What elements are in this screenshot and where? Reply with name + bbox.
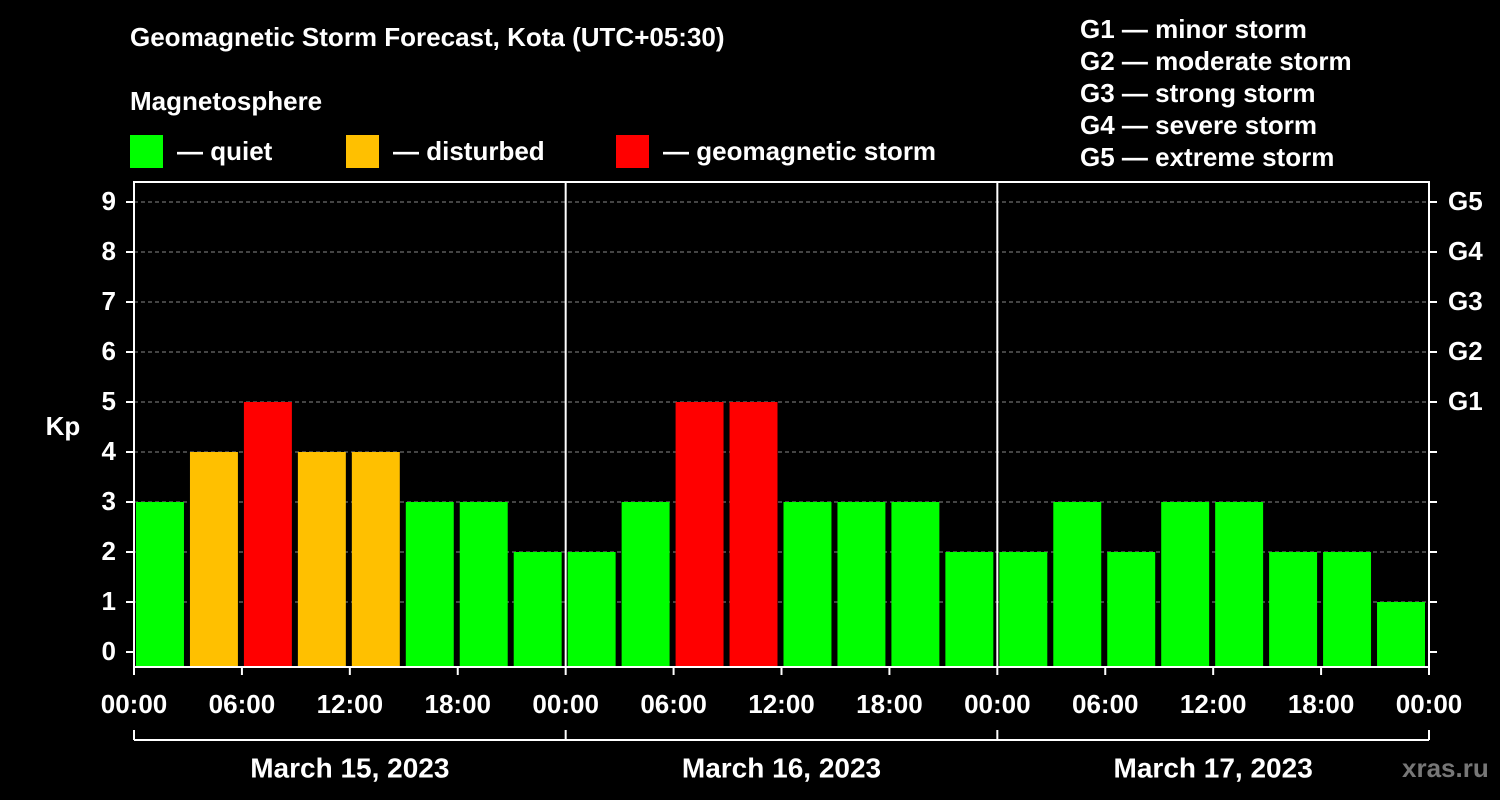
y-tick-label: 3 [102,486,116,516]
x-tick-label: 06:00 [1072,689,1139,719]
legend-label-disturbed: — disturbed [393,135,545,166]
y-tick-label: 0 [102,636,116,666]
day-label: March 15, 2023 [250,752,449,783]
legend-label-storm: — geomagnetic storm [663,135,937,166]
kp-bar [1161,502,1210,667]
x-tick-label: 00:00 [964,689,1031,719]
kp-bar [459,502,508,667]
legend-swatch-quiet [130,134,163,168]
x-tick-label: 18:00 [1288,689,1355,719]
kp-bar [1215,502,1264,667]
y-tick-label: 9 [102,186,116,216]
x-tick-label: 12:00 [748,689,815,719]
kp-bar [351,452,400,667]
kp-bar [675,402,724,667]
kp-bar [783,502,832,667]
g-scale-label: G3 [1448,286,1483,316]
kp-bar [621,502,670,667]
legend-label-quiet: — quiet [177,135,273,166]
kp-bar [1107,552,1156,667]
x-tick-label: 00:00 [1396,689,1463,719]
y-tick-label: 4 [102,436,117,466]
chart-subtitle: Magnetosphere [130,86,323,116]
y-axis-label: Kp [46,411,81,441]
legend-swatch-disturbed [346,134,379,168]
g-scale-label: G2 [1448,336,1483,366]
storm-scale-g1: G1 — minor storm [1080,14,1307,44]
storm-scale-g3: G3 — strong storm [1080,78,1316,108]
y-tick-label: 6 [102,336,116,366]
kp-bar [1053,502,1102,667]
kp-bar [999,552,1048,667]
day-label: March 17, 2023 [1114,752,1313,783]
x-tick-label: 00:00 [532,689,599,719]
kp-bar [1377,602,1425,667]
kp-bar [1269,552,1318,667]
kp-bar [891,502,940,667]
x-tick-label: 12:00 [317,689,384,719]
legend-item-storm: — geomagnetic storm [616,134,936,168]
kp-bar [945,552,994,667]
kp-bar [729,402,778,667]
kp-bar [513,552,562,667]
x-tick-label: 12:00 [1180,689,1247,719]
y-tick-label: 8 [102,236,116,266]
g-scale-label: G1 [1448,386,1483,416]
watermark: xras.ru [1402,753,1489,783]
legend-item-disturbed: — disturbed [346,134,545,168]
g-scale-label: G5 [1448,186,1483,216]
kp-bar [1323,552,1372,667]
kp-bar [136,502,184,667]
x-tick-label: 00:00 [101,689,168,719]
kp-bar [189,452,238,667]
x-tick-label: 06:00 [209,689,276,719]
y-tick-label: 5 [102,386,116,416]
chart-title: Geomagnetic Storm Forecast, Kota (UTC+05… [130,22,725,52]
storm-scale-g5: G5 — extreme storm [1080,142,1335,172]
kp-bar [297,452,346,667]
x-tick-label: 18:00 [856,689,923,719]
day-label: March 16, 2023 [682,752,881,783]
kp-bar [243,402,292,667]
y-tick-label: 1 [102,586,116,616]
kp-bar [405,502,454,667]
storm-scale-legend: G1 — minor storm G2 — moderate storm G3 … [1080,13,1352,173]
x-tick-label: 18:00 [425,689,492,719]
kp-bar [837,502,886,667]
y-tick-label: 7 [102,286,116,316]
legend-item-quiet: — quiet [130,134,272,168]
storm-scale-g4: G4 — severe storm [1080,110,1318,140]
kp-bar [567,552,616,667]
g-scale-label: G4 [1448,236,1483,266]
y-tick-label: 2 [102,536,116,566]
x-tick-label: 06:00 [640,689,707,719]
storm-scale-g2: G2 — moderate storm [1080,46,1352,76]
legend-swatch-storm [616,134,649,168]
